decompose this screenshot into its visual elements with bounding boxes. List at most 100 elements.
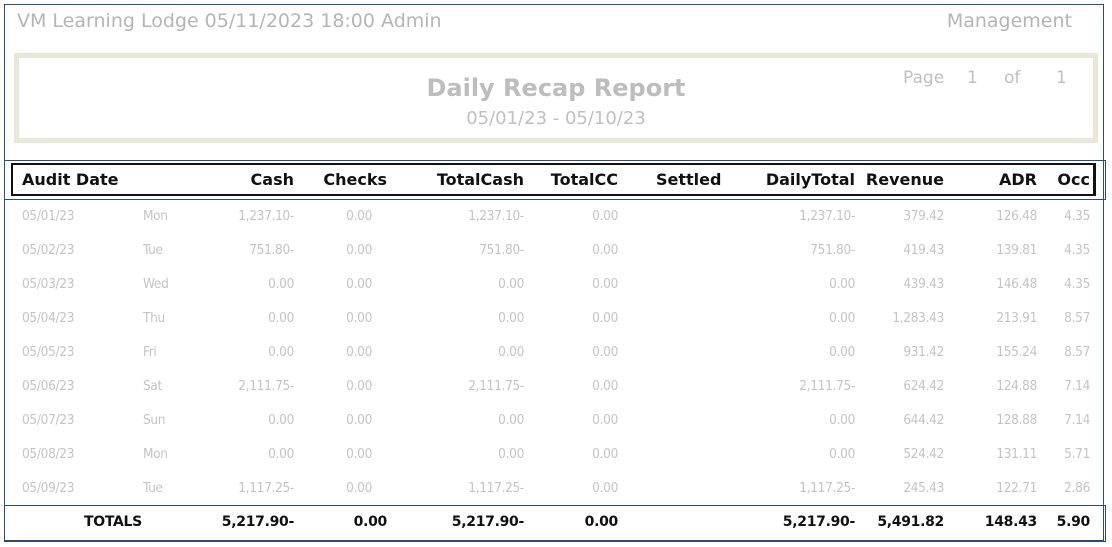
total-totalcash: 5,217.90- [451, 514, 525, 530]
column-header-frame [4, 160, 1106, 200]
column-header-cash: Cash [250, 170, 294, 189]
cell-total-cc: 0.00 [592, 378, 618, 394]
cell-adr: 131.11 [996, 446, 1037, 462]
table-row: 05/09/23 Tue 1,117.25- 0.00 1,117.25- 0.00 1,1… [0, 480, 1112, 514]
column-header-row [11, 163, 1096, 196]
cell-cash: 0.00 [268, 412, 294, 428]
column-header-revenue: Revenue [865, 170, 944, 189]
cell-total-cash: 751.80- [479, 242, 524, 258]
cell-daily-total: 0.00 [829, 446, 855, 462]
cell-revenue: 439.43 [903, 276, 944, 292]
cell-day: Wed [143, 276, 169, 292]
cell-checks: 0.00 [346, 480, 372, 496]
cell-audit-date: 05/08/23 [22, 446, 75, 462]
cell-audit-date: 05/07/23 [22, 412, 75, 428]
column-header-checks: Checks [323, 170, 387, 189]
cell-revenue: 379.42 [903, 208, 944, 224]
cell-total-cc: 0.00 [592, 480, 618, 496]
totals-label: TOTALS [84, 514, 142, 530]
cell-checks: 0.00 [346, 412, 372, 428]
page-count: 1 [1056, 68, 1067, 88]
table-row: 05/01/23 Mon 1,237.10- 0.00 1,237.10- 0.00 1,2… [0, 208, 1112, 242]
totals-row [4, 505, 1106, 542]
cell-cash: 0.00 [268, 446, 294, 462]
cell-daily-total: 751.80- [810, 242, 855, 258]
table-row: 05/05/23 Fri 0.00 0.00 0.00 0.00 0.00 931.42 155… [0, 344, 1112, 378]
cell-daily-total: 1,117.25- [799, 480, 855, 496]
report-header-info: VM Learning Lodge 05/11/2023 18:00 Admin [17, 10, 442, 32]
cell-total-cash: 1,117.25- [468, 480, 524, 496]
cell-checks: 0.00 [346, 242, 372, 258]
cell-audit-date: 05/03/23 [22, 276, 75, 292]
table-row: 05/07/23 Sun 0.00 0.00 0.00 0.00 0.00 644.42 128… [0, 412, 1112, 446]
cell-day: Sat [143, 378, 163, 394]
cell-adr: 124.88 [996, 378, 1037, 394]
cell-cash: 2,111.75- [238, 378, 294, 394]
of-label: of [1004, 68, 1021, 88]
cell-day: Tue [143, 480, 163, 496]
cell-day: Sun [143, 412, 166, 428]
cell-cash: 0.00 [268, 344, 294, 360]
cell-occ: 8.57 [1064, 310, 1090, 326]
cell-checks: 0.00 [346, 344, 372, 360]
cell-audit-date: 05/05/23 [22, 344, 75, 360]
total-revenue: 5,491.82 [877, 514, 944, 530]
cell-cash: 1,237.10- [238, 208, 294, 224]
total-dailytotal: 5,217.90- [782, 514, 856, 530]
report-title: Daily Recap Report [426, 74, 686, 102]
cell-adr: 128.88 [996, 412, 1037, 428]
cell-day: Fri [143, 344, 157, 360]
total-cash: 5,217.90- [221, 514, 295, 530]
total-adr: 148.43 [984, 514, 1038, 530]
total-totalcc: 0.00 [584, 514, 619, 530]
cell-checks: 0.00 [346, 276, 372, 292]
cell-checks: 0.00 [346, 446, 372, 462]
table-row: 05/06/23 Sat 2,111.75- 0.00 2,111.75- 0.00 2,1… [0, 378, 1112, 412]
column-header-occ: Occ [1057, 170, 1090, 189]
cell-cash: 0.00 [268, 276, 294, 292]
date-range: 05/01/23 - 05/10/23 [466, 108, 646, 129]
column-header-dailytotal: DailyTotal [765, 170, 855, 189]
cell-total-cc: 0.00 [592, 276, 618, 292]
cell-occ: 4.35 [1064, 276, 1090, 292]
cell-checks: 0.00 [346, 208, 372, 224]
total-occ: 5.90 [1056, 514, 1091, 530]
cell-audit-date: 05/02/23 [22, 242, 75, 258]
cell-checks: 0.00 [346, 378, 372, 394]
total-checks: 0.00 [353, 514, 388, 530]
report-category: Management [946, 10, 1072, 32]
cell-total-cash: 2,111.75- [468, 378, 524, 394]
column-header-settled: Settled [656, 170, 722, 189]
cell-occ: 4.35 [1064, 208, 1090, 224]
table-row: 05/08/23 Mon 0.00 0.00 0.00 0.00 0.00 524.42 131… [0, 446, 1112, 480]
cell-revenue: 931.42 [903, 344, 944, 360]
cell-day: Mon [143, 446, 168, 462]
cell-cash: 1,117.25- [238, 480, 294, 496]
cell-daily-total: 1,237.10- [799, 208, 855, 224]
cell-occ: 7.14 [1064, 378, 1090, 394]
cell-total-cc: 0.00 [592, 446, 618, 462]
cell-total-cash: 0.00 [498, 412, 524, 428]
cell-total-cash: 0.00 [498, 276, 524, 292]
cell-occ: 2.86 [1064, 480, 1090, 496]
cell-occ: 8.57 [1064, 344, 1090, 360]
cell-occ: 5.71 [1064, 446, 1090, 462]
cell-daily-total: 2,111.75- [799, 378, 855, 394]
cell-total-cash: 0.00 [498, 310, 524, 326]
title-box: Daily Recap Report 05/01/23 - 05/10/23 P… [14, 53, 1098, 143]
cell-audit-date: 05/09/23 [22, 480, 75, 496]
cell-cash: 0.00 [268, 310, 294, 326]
cell-checks: 0.00 [346, 310, 372, 326]
cell-day: Mon [143, 208, 168, 224]
cell-total-cc: 0.00 [592, 412, 618, 428]
cell-total-cc: 0.00 [592, 310, 618, 326]
table-row: 05/04/23 Thu 0.00 0.00 0.00 0.00 0.00 1,283.43 2… [0, 310, 1112, 344]
cell-day: Tue [143, 242, 163, 258]
cell-cash: 751.80- [249, 242, 294, 258]
table-row: 05/03/23 Wed 0.00 0.00 0.00 0.00 0.00 439.43 146… [0, 276, 1112, 310]
cell-total-cash: 1,237.10- [468, 208, 524, 224]
cell-adr: 213.91 [996, 310, 1037, 326]
page-label: Page [903, 68, 945, 88]
cell-total-cc: 0.00 [592, 242, 618, 258]
cell-adr: 126.48 [996, 208, 1037, 224]
